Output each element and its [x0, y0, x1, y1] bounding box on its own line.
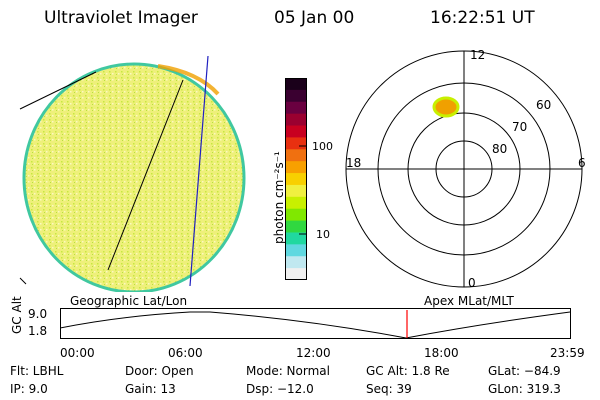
date-label: 05 Jan 00: [274, 8, 355, 28]
lat-label-70: 70: [512, 120, 528, 134]
instrument-title: Ultraviolet Imager: [44, 8, 198, 28]
colorbar-band: [285, 268, 307, 280]
colorbar-band: [285, 173, 307, 186]
colorbar-band: [285, 232, 307, 245]
meridian-line: [189, 55, 209, 287]
mlt-label-6: 6: [578, 156, 586, 170]
colorbar-band: [285, 161, 307, 174]
mlt-label-12: 12: [470, 48, 486, 62]
status-door: Door: Open: [125, 364, 194, 378]
terminator-line-1: [19, 71, 97, 110]
colorbar-band: [285, 244, 307, 257]
apex-label: Apex MLat/MLT: [424, 294, 514, 308]
xtick-1200: 12:00: [296, 346, 331, 360]
colorbar-band: [285, 196, 307, 210]
status-seq: Seq: 39: [366, 382, 412, 396]
colorbar-band: [285, 137, 307, 150]
time-label: 16:22:51 UT: [430, 8, 535, 28]
status-gain: Gain: 13: [125, 382, 176, 396]
altitude-timeline: [60, 308, 571, 339]
colorbar-band: [285, 208, 307, 222]
colorbar-band: [285, 184, 307, 198]
status-mode: Mode: Normal: [246, 364, 330, 378]
colorbar-tick-10: 10: [316, 228, 330, 241]
colorbar-band: [285, 149, 307, 162]
timeline-ylabel: GC Alt: [10, 296, 24, 334]
status-glon: GLon: 319.3: [488, 382, 561, 396]
xtick-0000: 00:00: [60, 346, 95, 360]
status-gcalt: GC Alt: 1.8 Re: [366, 364, 450, 378]
status-ip: IP: 9.0: [10, 382, 48, 396]
xtick-2359: 23:59: [550, 346, 585, 360]
colorbar-band: [285, 101, 307, 115]
status-dsp: Dsp: −12.0: [246, 382, 314, 396]
status-glat: GLat: −84.9: [488, 364, 561, 378]
color-scale-bar: [285, 78, 307, 280]
mlt-label-0: 0: [468, 276, 476, 290]
colorbar-band: [285, 113, 307, 127]
status-flt: Flt: LBHL: [10, 364, 64, 378]
mlt-label-18: 18: [346, 156, 362, 170]
colorbar-band: [285, 78, 307, 91]
earth-disk: [22, 62, 246, 292]
colorbar-band: [285, 89, 307, 103]
colorbar-band: [285, 220, 307, 233]
xtick-1800: 18:00: [424, 346, 459, 360]
auroral-oval: [432, 96, 460, 118]
xtick-0600: 06:00: [168, 346, 203, 360]
colorbar-label: photon cm⁻²s⁻¹: [272, 151, 286, 244]
lat-label-80: 80: [492, 142, 508, 156]
lat-label-60: 60: [536, 98, 552, 112]
geographic-label: Geographic Lat/Lon: [70, 294, 188, 308]
colorbar-band: [285, 125, 307, 138]
polar-plot: [345, 50, 583, 288]
colorbar-band: [285, 256, 307, 269]
colorbar-tick-100: 100: [312, 140, 333, 153]
timeline-ytick-top: 9.0: [28, 307, 48, 321]
geographic-image: [19, 55, 246, 292]
terminator-line-2: [107, 79, 184, 271]
timeline-ytick-bottom: 1.8: [28, 324, 48, 338]
